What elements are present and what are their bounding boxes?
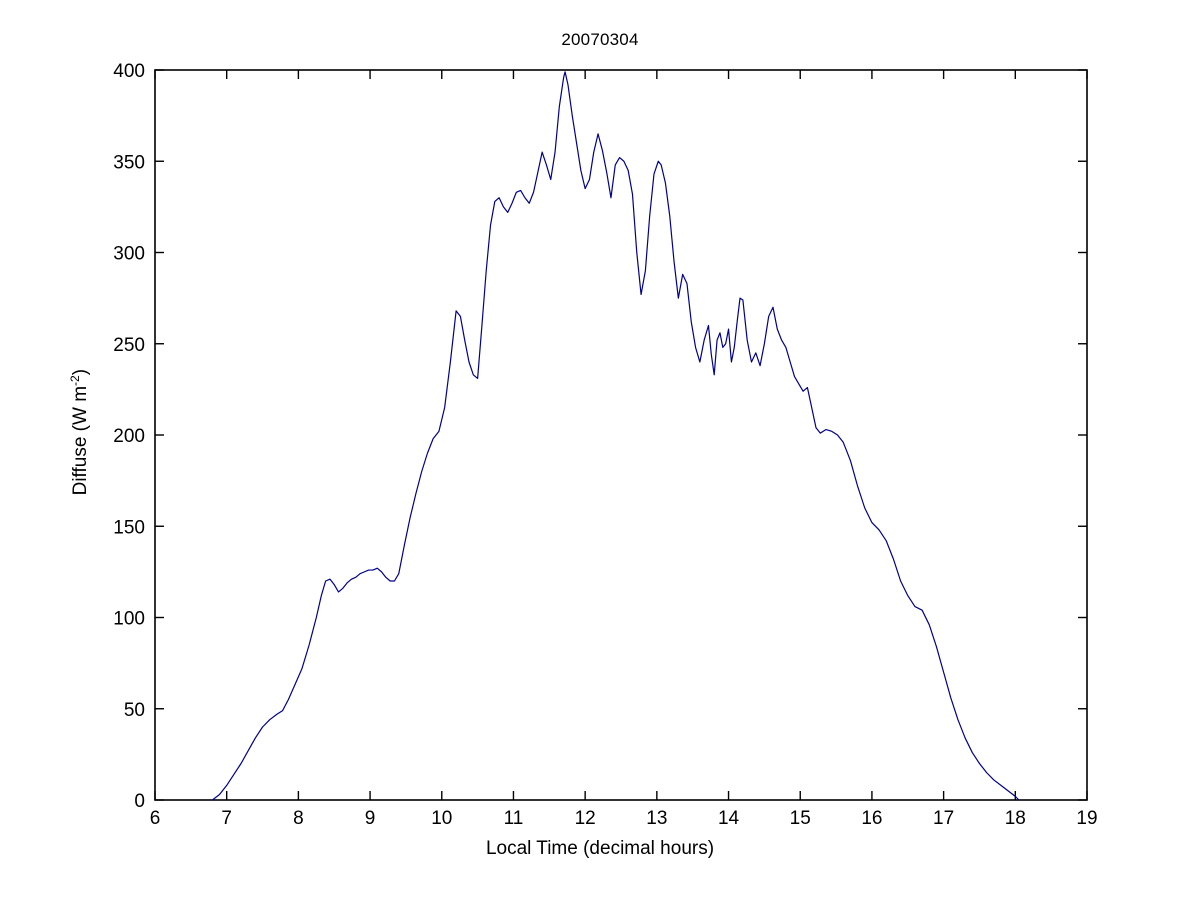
y-axis-label-main: Diffuse (W m: [70, 385, 92, 496]
x-tick-label: 9: [365, 808, 376, 829]
y-axis-ticks: 0 50 100 150 200 250 300 350 400: [113, 61, 1087, 812]
y-tick-label: 100: [113, 609, 145, 630]
x-tick-label: 6: [150, 808, 161, 829]
x-tick-label: 11: [504, 808, 524, 829]
x-axis-ticks: 6 7 8 9 10 11 12 13 14 15 16 17 18 19: [150, 70, 1098, 829]
x-tick-label: 7: [221, 808, 232, 829]
y-tick-label: 350: [113, 152, 145, 173]
data-line: [211, 71, 1020, 801]
y-tick-label: 150: [113, 517, 145, 538]
x-tick-label: 19: [1076, 808, 1097, 829]
x-tick-label: 17: [933, 808, 954, 829]
y-tick-label: 50: [124, 700, 145, 721]
x-tick-label: 14: [718, 808, 740, 829]
x-tick-label: 8: [293, 808, 304, 829]
chart-title: 20070304: [561, 30, 639, 49]
x-tick-label: 16: [861, 808, 882, 829]
x-tick-label: 13: [646, 808, 667, 829]
y-tick-label: 0: [134, 791, 145, 812]
x-tick-label: 12: [575, 808, 596, 829]
y-tick-label: 400: [113, 61, 145, 82]
x-tick-label: 18: [1005, 808, 1026, 829]
y-tick-label: 200: [113, 426, 145, 447]
y-axis-label-exponent: -2: [67, 375, 82, 386]
x-tick-label: 15: [790, 808, 811, 829]
x-tick-label: 10: [431, 808, 452, 829]
y-axis-label-tail: ): [70, 368, 92, 376]
x-axis-label: Local Time (decimal hours): [485, 838, 715, 859]
y-tick-label: 300: [113, 244, 145, 265]
y-axis-label: Diffuse (W m-2): [68, 332, 92, 532]
y-tick-label: 250: [113, 335, 145, 356]
axis-frame: [154, 69, 1088, 801]
data-series-group: [211, 71, 1020, 801]
